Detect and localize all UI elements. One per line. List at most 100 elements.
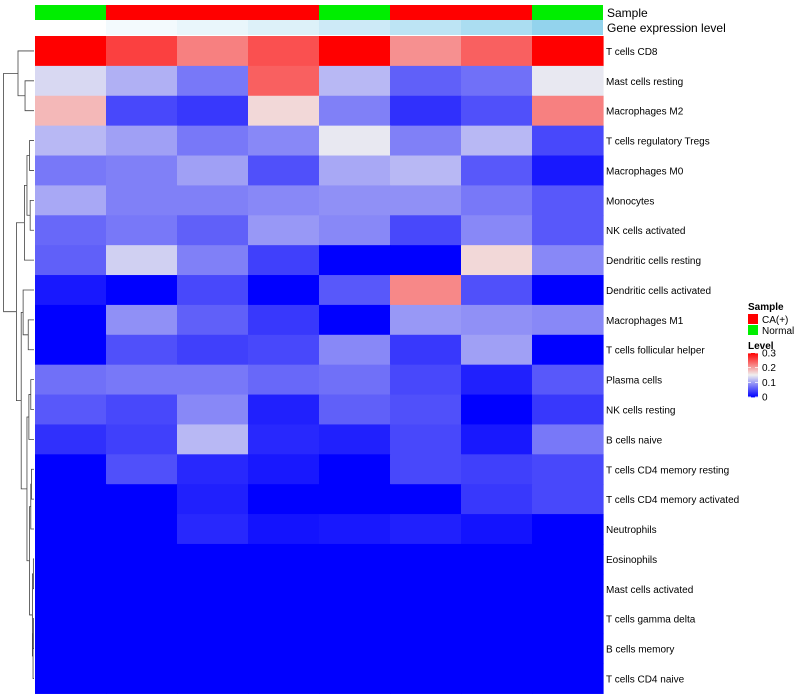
row-label: NK cells resting (606, 406, 675, 417)
row-label: Dendritic cells resting (606, 256, 701, 267)
heatmap-cell (532, 663, 604, 694)
heatmap-cell (35, 454, 107, 485)
heatmap-cell (106, 573, 178, 605)
legend-gradient-step (748, 377, 758, 379)
heatmap-cell (532, 95, 604, 127)
heatmap-cell (248, 275, 320, 306)
heatmap-cell (532, 573, 604, 605)
legend-gradient-step (748, 358, 758, 360)
annotation-track-label: Sample (607, 6, 648, 20)
heatmap-cell (319, 36, 391, 67)
heatmap-cell (532, 633, 604, 665)
heatmap-cell (35, 633, 107, 665)
heatmap-cell (461, 424, 533, 455)
heatmap-cell (390, 304, 462, 336)
dendrogram-branch (32, 618, 34, 649)
heatmap-cell (35, 514, 107, 545)
heatmap-cell (461, 603, 533, 635)
heatmap-cell (248, 155, 320, 186)
heatmap-cell (35, 304, 107, 336)
heatmap-cell (532, 514, 604, 545)
legend-item-label: CA(+) (762, 315, 788, 326)
legend-gradient-step (748, 366, 758, 368)
heatmap-cell (177, 424, 249, 455)
heatmap-cells (35, 36, 604, 694)
dendrogram-branch (23, 184, 34, 261)
dendrogram-branch (31, 468, 34, 500)
heatmap-cell (177, 95, 249, 127)
legend-gradient-step (748, 395, 758, 398)
annotation-cell (390, 20, 461, 35)
heatmap-cell (106, 633, 178, 665)
row-label: Eosinophils (606, 555, 657, 566)
heatmap-cell (248, 424, 320, 455)
heatmap-cell (106, 65, 178, 97)
heatmap-cell (106, 215, 178, 246)
legend-gradient-step (748, 386, 758, 388)
heatmap-cell (390, 95, 462, 127)
legend-gradient-step (748, 355, 758, 357)
legend-gradient-step (748, 380, 758, 382)
heatmap-cell (319, 573, 391, 605)
heatmap-cell (248, 364, 320, 396)
heatmap-cell (177, 215, 249, 246)
heatmap-cell (106, 514, 178, 545)
heatmap-cell (248, 95, 320, 127)
heatmap-cell (390, 215, 462, 246)
row-label: Macrophages M1 (606, 316, 684, 327)
heatmap-cell (177, 514, 249, 545)
heatmap-cell (532, 603, 604, 635)
heatmap-cell (461, 275, 533, 306)
heatmap-cell (177, 484, 249, 515)
heatmap-cell (177, 36, 249, 67)
heatmap-cell (319, 603, 391, 635)
heatmap-cell (319, 633, 391, 665)
legend-gradient-step (748, 390, 758, 392)
heatmap-cell (177, 543, 249, 575)
heatmap-cell (177, 633, 249, 665)
legend-item-label: Normal (762, 326, 794, 337)
heatmap-cell (461, 125, 533, 157)
heatmap-cell (319, 185, 391, 216)
row-label: Mast cells resting (606, 77, 683, 88)
heatmap-cell (319, 304, 391, 336)
legend-gradient-step (748, 381, 758, 384)
heatmap-cell (35, 36, 107, 67)
heatmap-cell (532, 155, 604, 186)
legend-swatch (748, 325, 758, 335)
row-label: T cells gamma delta (606, 615, 696, 626)
annotation-cell (319, 20, 390, 35)
heatmap-cell (35, 65, 107, 97)
heatmap-cell (532, 484, 604, 515)
heatmap-cell (461, 215, 533, 246)
dendrogram-branch (17, 50, 34, 97)
annotation-cell (532, 20, 603, 35)
heatmap-cell (177, 454, 249, 485)
row-label: T cells CD8 (606, 47, 658, 58)
annotation-cell (532, 5, 603, 20)
heatmap-cell (106, 364, 178, 396)
legend-gradient-step (748, 372, 758, 375)
legend-gradient-step (748, 394, 758, 397)
heatmap-cell (106, 394, 178, 426)
heatmap-cell (390, 334, 462, 366)
heatmap-cell (390, 125, 462, 157)
heatmap-cell (248, 603, 320, 635)
heatmap-cell (177, 275, 249, 306)
row-label: Neutrophils (606, 525, 657, 536)
heatmap-cell (35, 394, 107, 426)
legend-gradient-step (748, 384, 758, 387)
heatmap-cell (248, 334, 320, 366)
heatmap-cell (461, 36, 533, 67)
heatmap-cell (532, 245, 604, 276)
row-label: T cells CD4 memory activated (606, 495, 739, 506)
row-label: Plasma cells (606, 376, 662, 387)
heatmap-cell (532, 185, 604, 216)
heatmap-cell (390, 543, 462, 575)
heatmap-cell (35, 215, 107, 246)
dendrogram-branch (30, 379, 34, 410)
heatmap-cell (461, 394, 533, 426)
dendrogram-branch (3, 72, 18, 313)
heatmap-cell (319, 125, 391, 157)
